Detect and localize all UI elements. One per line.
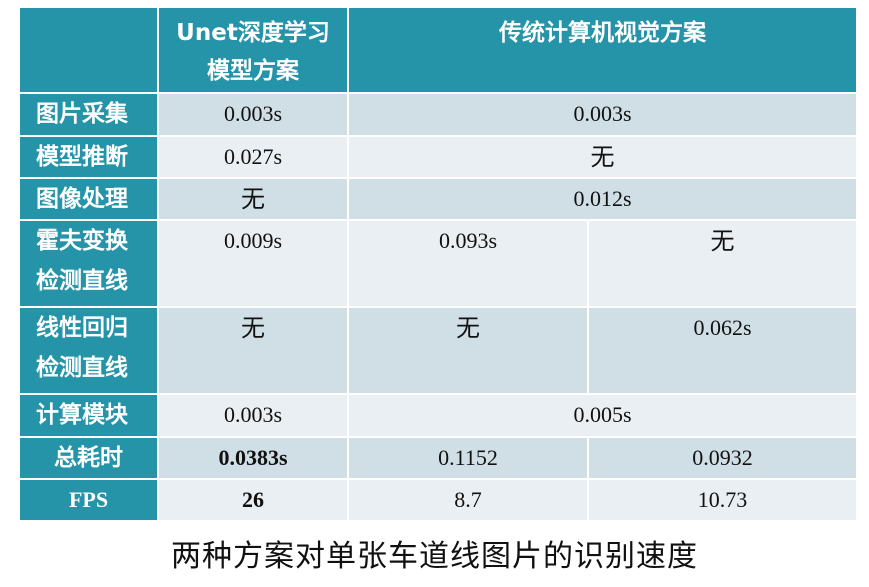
header-unet-line1: Unet深度学习 <box>176 20 330 46</box>
cv-cell-b: 0.0932 <box>587 436 858 480</box>
row-label: 线性回归 检测直线 <box>18 306 159 395</box>
row-label: 霍夫变换 检测直线 <box>18 219 159 308</box>
unet-cell: 0.003s <box>157 92 349 137</box>
header-unet-line2: 模型方案 <box>207 58 299 84</box>
table-row: 计算模块 0.003s 0.005s <box>18 393 858 438</box>
cv-cell: 无 <box>347 135 858 179</box>
row-label-line1: 线性回归 <box>36 315 128 341</box>
unet-cell: 无 <box>157 177 349 221</box>
table-row: 图像处理 无 0.012s <box>18 177 858 221</box>
cv-cell-b: 无 <box>587 219 858 308</box>
table-row: 霍夫变换 检测直线 0.009s 0.093s 无 <box>18 219 858 308</box>
cv-cell: 0.012s <box>347 177 858 221</box>
header-corner <box>18 6 159 94</box>
row-label: FPS <box>18 478 159 522</box>
cv-cell-a: 8.7 <box>347 478 589 522</box>
row-label: 图像处理 <box>18 177 159 221</box>
unet-cell: 0.009s <box>157 219 349 308</box>
table-row: 模型推断 0.027s 无 <box>18 135 858 179</box>
cv-cell: 0.005s <box>347 393 858 438</box>
cv-cell: 0.003s <box>347 92 858 137</box>
row-label-line1: 霍夫变换 <box>36 228 128 254</box>
header-unet: Unet深度学习 模型方案 <box>157 6 349 94</box>
unet-cell: 无 <box>157 306 349 395</box>
table-row: 线性回归 检测直线 无 无 0.062s <box>18 306 858 395</box>
unet-cell: 0.0383s <box>157 436 349 480</box>
cv-cell-a: 0.1152 <box>347 436 589 480</box>
row-label: 模型推断 <box>18 135 159 179</box>
unet-cell: 26 <box>157 478 349 522</box>
speed-comparison-table: Unet深度学习 模型方案 传统计算机视觉方案 图片采集 0.003s 0.00… <box>18 6 858 522</box>
row-label-line2: 检测直线 <box>36 268 128 294</box>
header-row: Unet深度学习 模型方案 传统计算机视觉方案 <box>18 6 858 94</box>
cv-cell-b: 0.062s <box>587 306 858 395</box>
row-label: 总耗时 <box>18 436 159 480</box>
cv-cell-a: 无 <box>347 306 589 395</box>
header-cv: 传统计算机视觉方案 <box>347 6 858 94</box>
row-label: 图片采集 <box>18 92 159 137</box>
cv-cell-a: 0.093s <box>347 219 589 308</box>
row-label: 计算模块 <box>18 393 159 438</box>
table-row: 总耗时 0.0383s 0.1152 0.0932 <box>18 436 858 480</box>
unet-cell: 0.003s <box>157 393 349 438</box>
row-label-line2: 检测直线 <box>36 355 128 381</box>
cv-cell-b: 10.73 <box>587 478 858 522</box>
table-row: 图片采集 0.003s 0.003s <box>18 92 858 137</box>
table-row: FPS 26 8.7 10.73 <box>18 478 858 522</box>
table-caption: 两种方案对单张车道线图片的识别速度 <box>171 539 698 574</box>
unet-cell: 0.027s <box>157 135 349 179</box>
